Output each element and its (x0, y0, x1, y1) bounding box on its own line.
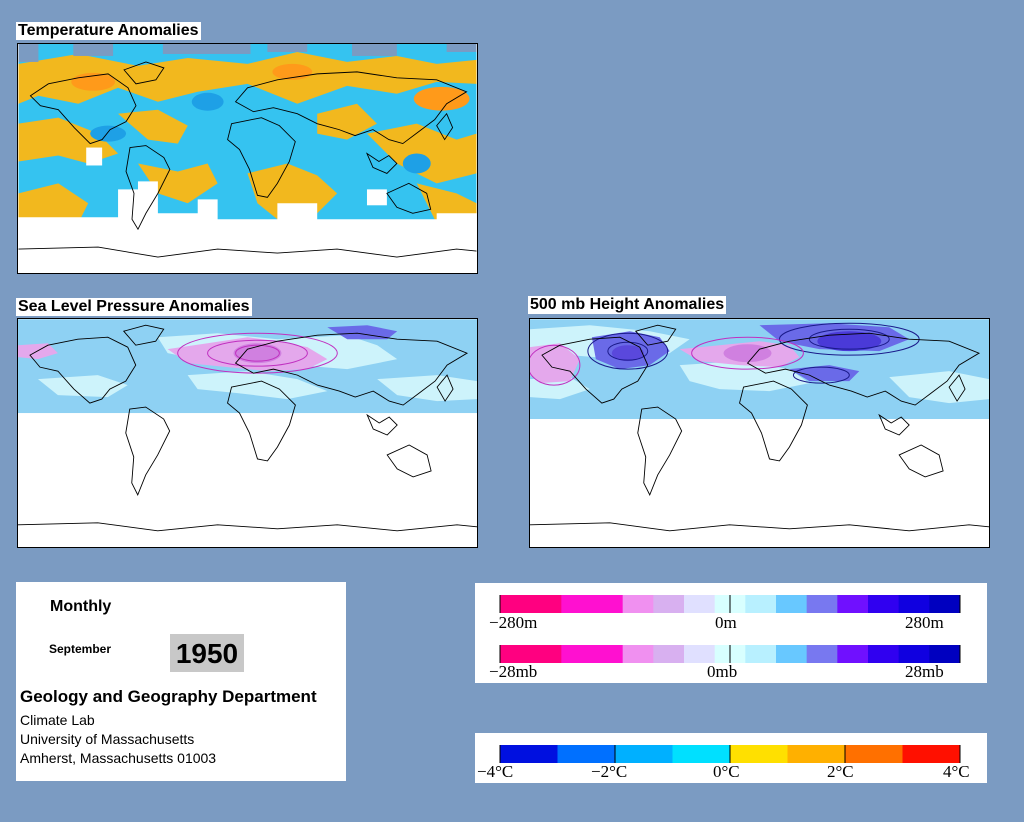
height-pressure-legend: −280m 0m 280m −28mb 0mb 28mb (475, 583, 987, 683)
temp-label-minus4: −4°C (477, 762, 513, 781)
height-label-max: 280m (905, 613, 944, 632)
pressure-colorbar-swatch (622, 645, 654, 663)
temperature-colorbar-swatch (787, 745, 846, 763)
pressure-colorbar-swatch (898, 645, 930, 663)
period-label: Monthly (50, 598, 112, 615)
pressure-colorbar-swatch (837, 645, 869, 663)
height-colorbar (499, 595, 961, 613)
temperature-colorbar-swatch (500, 745, 558, 763)
temperature-colorbar-swatch (845, 745, 903, 763)
pressure-label-max: 28mb (905, 662, 944, 681)
pressure-colorbar-swatch (561, 645, 593, 663)
height-colorbar-swatch (868, 595, 900, 613)
pressure-colorbar-swatch (530, 645, 562, 663)
year-display: 1950 (170, 634, 244, 672)
slp-panel-title: Sea Level Pressure Anomalies (16, 298, 252, 316)
height-colorbar-swatch (745, 595, 777, 613)
temperature-colorbar-swatch (615, 745, 673, 763)
height-colorbar-swatch (684, 595, 716, 613)
temperature-colorbar-swatch (730, 745, 788, 763)
height-colorbar-swatch (500, 595, 532, 613)
height-colorbar-swatch (622, 595, 654, 613)
height-colorbar-swatch (806, 595, 838, 613)
info-box: Monthly September 1950 Geology and Geogr… (16, 582, 346, 781)
info-line-university: University of Massachusetts (20, 731, 195, 747)
pressure-colorbar-swatch (745, 645, 777, 663)
temp-label-minus2: −2°C (591, 762, 627, 781)
temperature-anomaly-map (17, 43, 478, 274)
height-colorbar-swatch (592, 595, 624, 613)
pressure-colorbar-swatch (684, 645, 716, 663)
pressure-label-min: −28mb (489, 662, 537, 681)
pressure-colorbar (499, 645, 961, 663)
height-colorbar-swatch (837, 595, 869, 613)
slp-anomaly-map (17, 318, 478, 548)
temperature-colorbar-swatch (672, 745, 731, 763)
height-colorbar-swatch (776, 595, 808, 613)
height500-panel-title: 500 mb Height Anomalies (528, 296, 727, 314)
pressure-colorbar-swatch (868, 645, 900, 663)
pressure-colorbar-swatch (500, 645, 532, 663)
department-name: Geology and Geography Department (20, 687, 317, 706)
height-colorbar-swatch (561, 595, 593, 613)
pressure-colorbar-swatch (653, 645, 685, 663)
pressure-colorbar-swatch (592, 645, 624, 663)
month-label: September (49, 642, 112, 656)
temperature-legend: −4°C −2°C 0°C 2°C 4°C (475, 733, 987, 783)
temperature-colorbar-swatch (557, 745, 616, 763)
height-colorbar-swatch (653, 595, 685, 613)
temp-label-zero: 0°C (713, 762, 740, 781)
pressure-colorbar-swatch (776, 645, 808, 663)
height-colorbar-swatch (530, 595, 562, 613)
info-line-address: Amherst, Massachusetts 01003 (20, 750, 217, 766)
info-line-lab: Climate Lab (20, 712, 95, 728)
temp-label-plus2: 2°C (827, 762, 854, 781)
temperature-colorbar (499, 745, 961, 763)
pressure-label-zero: 0mb (707, 662, 737, 681)
pressure-colorbar-swatch (806, 645, 838, 663)
temp-label-plus4: 4°C (943, 762, 970, 781)
height-label-zero: 0m (715, 613, 737, 632)
temperature-panel-title: Temperature Anomalies (16, 22, 201, 40)
height-colorbar-swatch (898, 595, 930, 613)
height500-anomaly-map (529, 318, 990, 548)
pressure-colorbar-swatch (929, 645, 961, 663)
height-colorbar-swatch (929, 595, 961, 613)
temperature-colorbar-swatch (902, 745, 961, 763)
height-label-min: −280m (489, 613, 537, 632)
